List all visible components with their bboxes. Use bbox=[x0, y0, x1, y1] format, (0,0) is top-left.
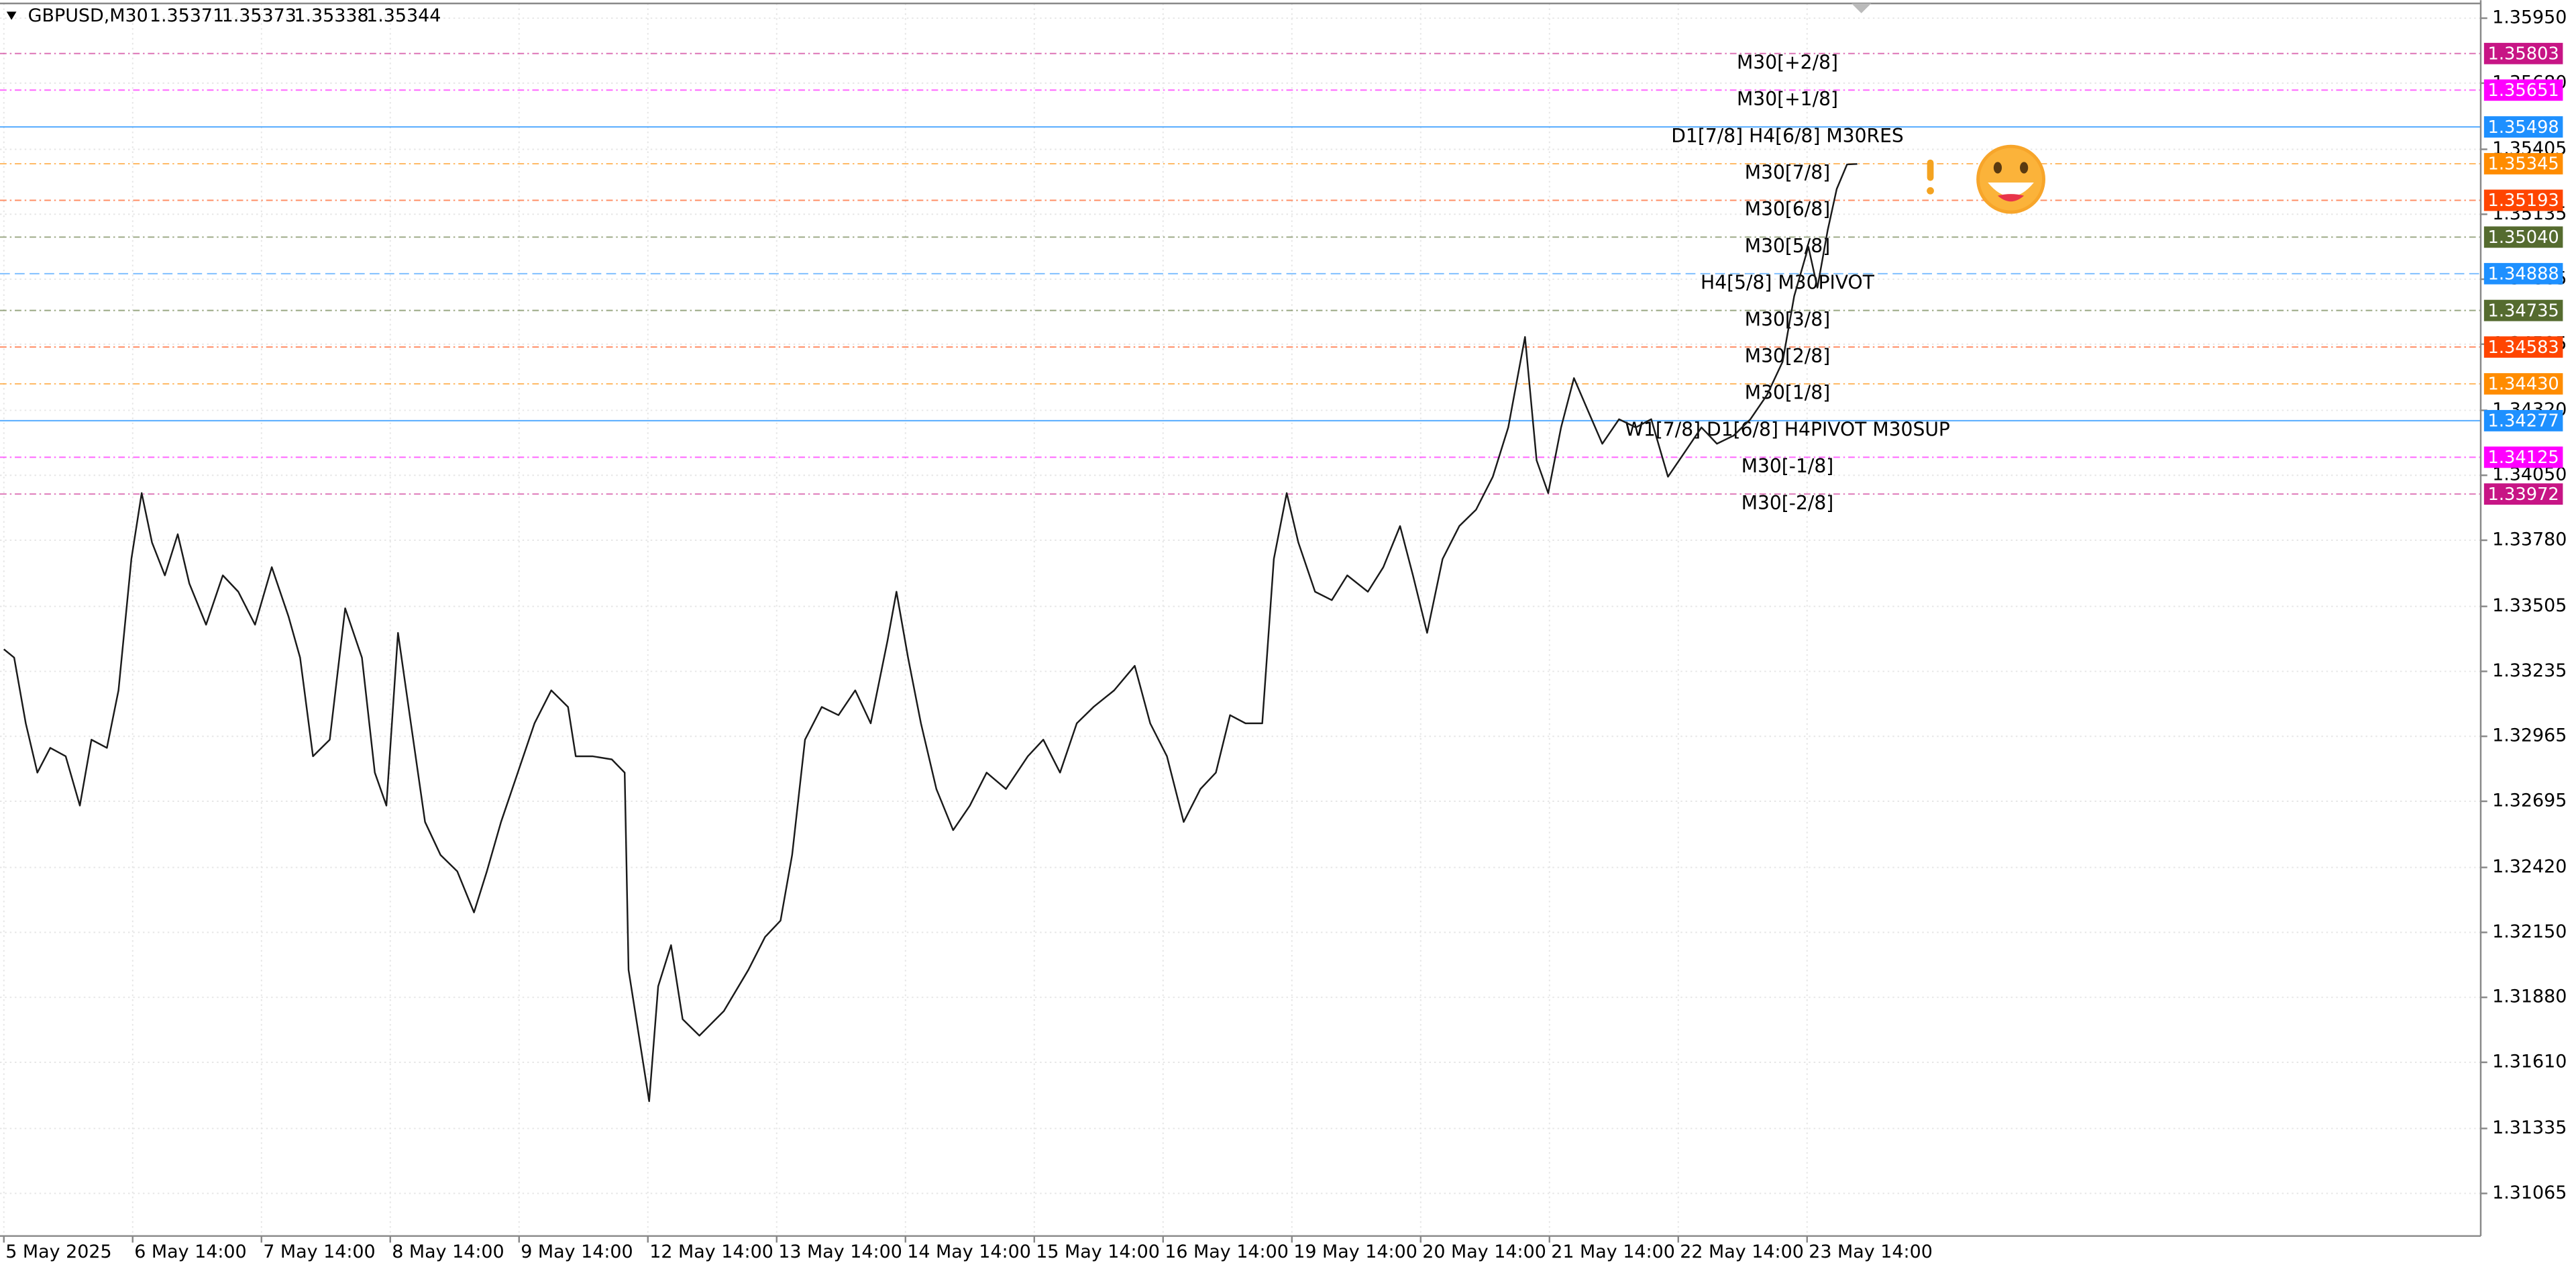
x-tick-label: 19 May 14:00 bbox=[1293, 1241, 1417, 1262]
y-tick-label: 1.31335 bbox=[2492, 1117, 2567, 1138]
level-price-label: 1.35193 bbox=[2487, 191, 2559, 211]
y-tick-label: 1.33505 bbox=[2492, 595, 2567, 616]
level-price-label: 1.34583 bbox=[2487, 338, 2559, 358]
level-price-label: 1.34125 bbox=[2487, 448, 2559, 468]
level-price-label: 1.35651 bbox=[2487, 81, 2559, 101]
x-tick-label: 13 May 14:00 bbox=[778, 1241, 902, 1262]
level-price-box bbox=[2483, 299, 2563, 321]
x-tick-label: 9 May 14:00 bbox=[521, 1241, 633, 1262]
x-tick-label: 6 May 14:00 bbox=[134, 1241, 246, 1262]
level-price-box bbox=[2483, 336, 2563, 358]
x-tick-label: 8 May 14:00 bbox=[392, 1241, 504, 1262]
level-label: H4[5/8] M30PIVOT bbox=[1701, 272, 1875, 294]
x-tick-label: 21 May 14:00 bbox=[1551, 1241, 1675, 1262]
level-price-label: 1.35040 bbox=[2487, 227, 2559, 248]
x-tick-label: 14 May 14:00 bbox=[907, 1241, 1031, 1262]
level-label: M30[3/8] bbox=[1745, 308, 1830, 330]
ohlc-high: 1.35373 bbox=[222, 5, 297, 26]
level-price-label: 1.35803 bbox=[2487, 44, 2559, 64]
level-price-box bbox=[2483, 42, 2563, 64]
level-label: M30[2/8] bbox=[1745, 345, 1830, 367]
shift-marker bbox=[1851, 3, 1872, 13]
x-tick-label: 20 May 14:00 bbox=[1422, 1241, 1546, 1262]
level-label: M30[-2/8] bbox=[1741, 492, 1834, 514]
level-price-box bbox=[2483, 409, 2563, 432]
y-tick-label: 1.31610 bbox=[2492, 1051, 2567, 1072]
y-tick-label: 1.32420 bbox=[2492, 856, 2567, 877]
level-price-label: 1.35345 bbox=[2487, 154, 2559, 174]
y-tick-label: 1.32695 bbox=[2492, 791, 2567, 811]
x-tick-label: 12 May 14:00 bbox=[649, 1241, 773, 1262]
y-tick-label: 1.33780 bbox=[2492, 529, 2567, 550]
level-price-label: 1.34277 bbox=[2487, 411, 2559, 432]
level-price-label: 1.35498 bbox=[2487, 117, 2559, 138]
level-price-label: 1.33972 bbox=[2487, 485, 2559, 505]
level-price-box bbox=[2483, 483, 2563, 505]
x-tick-label: 15 May 14:00 bbox=[1036, 1241, 1160, 1262]
x-tick-label: 23 May 14:00 bbox=[1809, 1241, 1933, 1262]
level-price-box bbox=[2483, 226, 2563, 248]
grid bbox=[0, 3, 2481, 1236]
y-tick-label: 1.32965 bbox=[2492, 725, 2567, 746]
level-price-box bbox=[2483, 79, 2563, 101]
y-tick-label: 1.31880 bbox=[2492, 986, 2567, 1007]
level-price-label: 1.34430 bbox=[2487, 374, 2559, 395]
alert-icon bbox=[1927, 159, 1934, 195]
ohlc-low: 1.35338 bbox=[294, 5, 368, 26]
ohlc-close: 1.35344 bbox=[366, 5, 441, 26]
level-price-box bbox=[2483, 189, 2563, 211]
level-label: W1[7/8] D1[6/8] H4PIVOT M30SUP bbox=[1625, 419, 1950, 441]
level-label: D1[7/8] H4[6/8] M30RES bbox=[1671, 125, 1904, 147]
y-tick-label: 1.35950 bbox=[2492, 7, 2567, 28]
level-price-box bbox=[2483, 116, 2563, 138]
level-label: M30[+1/8] bbox=[1737, 88, 1838, 110]
y-tick-label: 1.33235 bbox=[2492, 660, 2567, 681]
level-label: M30[7/8] bbox=[1745, 162, 1830, 184]
level-price-box bbox=[2483, 373, 2563, 395]
level-label: M30[-1/8] bbox=[1741, 455, 1834, 477]
level-label: M30[5/8] bbox=[1745, 235, 1830, 257]
menu-arrow[interactable] bbox=[6, 11, 17, 20]
level-label: M30[6/8] bbox=[1745, 198, 1830, 220]
level-price-box bbox=[2483, 262, 2563, 285]
x-tick-label: 16 May 14:00 bbox=[1165, 1241, 1289, 1262]
x-tick-label: 5 May 2025 bbox=[5, 1241, 111, 1262]
level-price-box bbox=[2483, 446, 2563, 468]
level-price-box bbox=[2483, 153, 2563, 174]
plot bbox=[3, 163, 1858, 1103]
x-tick-label: 22 May 14:00 bbox=[1680, 1241, 1804, 1262]
y-tick-label: 1.32150 bbox=[2492, 921, 2567, 942]
price-line bbox=[3, 163, 1858, 1103]
level-price-label: 1.34888 bbox=[2487, 264, 2559, 285]
level-price-label: 1.34735 bbox=[2487, 301, 2559, 321]
y-tick-label: 1.31065 bbox=[2492, 1182, 2567, 1203]
level-boxes: 1.35803 1.35651 1.35498 1.35345 1.35193 1.350… bbox=[2483, 42, 2563, 505]
level-label: M30[1/8] bbox=[1745, 382, 1830, 404]
level-label: M30[+2/8] bbox=[1737, 51, 1838, 73]
x-tick-label: 7 May 14:00 bbox=[263, 1241, 376, 1262]
levels: M30[+2/8] M30[+1/8] D1[7/8] H4[6/8] M30RES… bbox=[0, 51, 2481, 514]
ohlc-open: 1.35371 bbox=[150, 5, 224, 26]
symbol: GBPUSD,M30 bbox=[28, 5, 148, 26]
smiley-icon bbox=[1976, 144, 2045, 214]
